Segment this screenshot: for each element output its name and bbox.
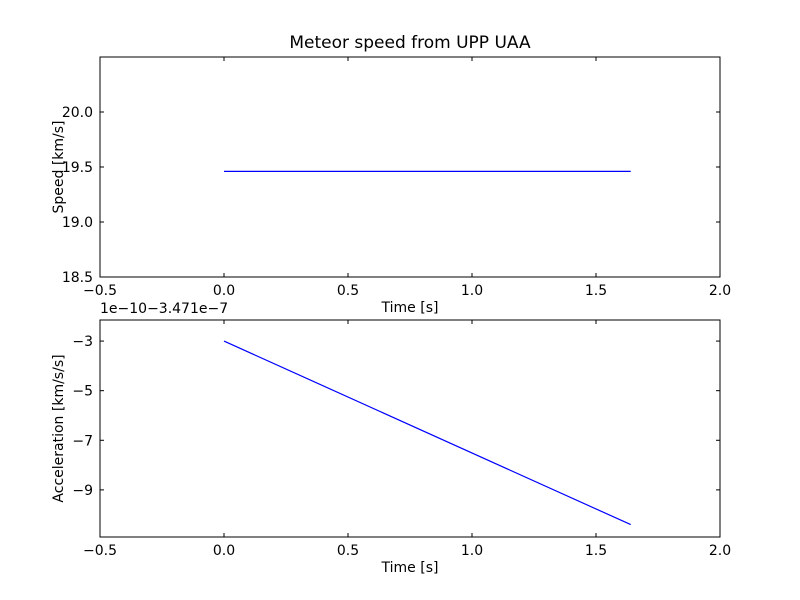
y-tick-label: −3	[72, 334, 93, 350]
y-tick-label: 20.0	[62, 105, 93, 121]
x-tick-label: 1.5	[585, 543, 607, 559]
chart-title: Meteor speed from UPP UAA	[289, 33, 531, 53]
plot-border	[99, 56, 721, 278]
y-tick-label: 18.5	[62, 270, 93, 286]
y-tick-label: 19.5	[62, 160, 93, 176]
x-axis-label: Time [s]	[381, 300, 439, 316]
speed-chart: −0.5 0.0 0.5 1.0 1.5 2.0 18.5 19.0 19.5 20.0 Meteo…	[51, 33, 731, 316]
x-tick-label: −0.5	[83, 283, 117, 299]
x-tick-label: 1.0	[461, 283, 483, 299]
y-tick-label: 19.0	[62, 215, 93, 231]
acceleration-chart: −0.5 0.0 0.5 1.0 1.5 2.0 −3 −5 −7 −9 1e−10−3.471e−…	[51, 301, 731, 576]
y-tick-label: −5	[72, 384, 93, 400]
x-tick-label: 0.5	[337, 283, 359, 299]
x-tick-label: 1.5	[585, 283, 607, 299]
x-tick-label: 1.0	[461, 543, 483, 559]
y-axis-label: Acceleration [km/s/s]	[51, 354, 67, 502]
y-tick-label: −7	[72, 433, 93, 449]
y-tick-label: −9	[72, 483, 93, 499]
y-axis-offset-text: 1e−10−3.471e−7	[100, 301, 228, 317]
x-tick-label: 0.5	[337, 543, 359, 559]
plot-border	[99, 319, 721, 538]
x-tick-label: −0.5	[83, 543, 117, 559]
x-axis-label: Time [s]	[381, 560, 439, 576]
x-tick-label: 0.0	[213, 543, 235, 559]
x-tick-label: 2.0	[709, 283, 731, 299]
x-tick-label: 0.0	[213, 283, 235, 299]
x-tick-label: 2.0	[709, 543, 731, 559]
y-axis-label: Speed [km/s]	[51, 120, 67, 213]
acceleration-line	[223, 340, 631, 526]
